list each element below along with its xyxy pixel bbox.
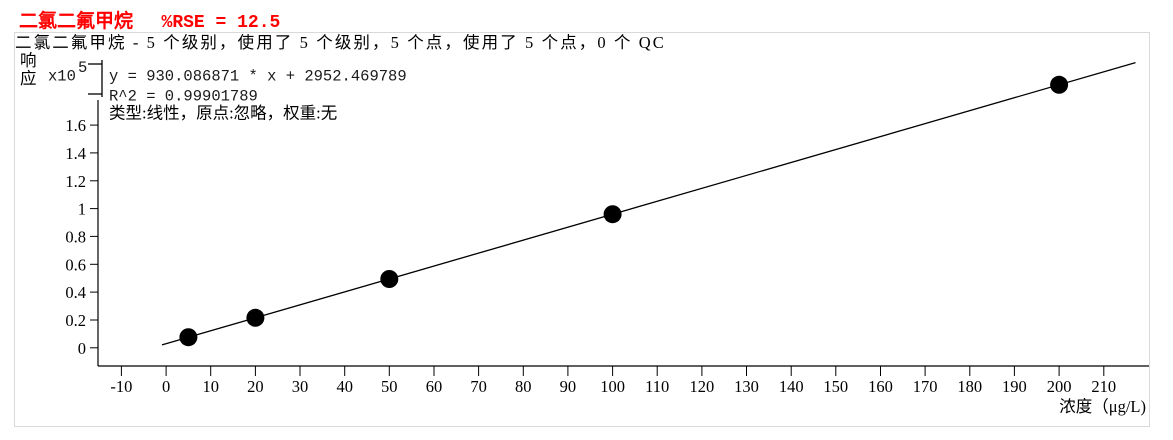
svg-text:x10: x10	[48, 68, 76, 86]
svg-text:70: 70	[470, 377, 487, 396]
svg-text:1.2: 1.2	[65, 172, 86, 191]
svg-text:类型:线性，原点:忽略，权重:无: 类型:线性，原点:忽略，权重:无	[109, 104, 337, 123]
svg-text:90: 90	[560, 377, 577, 396]
svg-text:浓度（μg/L): 浓度（μg/L)	[1059, 397, 1146, 416]
svg-text:210: 210	[1091, 377, 1116, 396]
svg-text:170: 170	[913, 377, 938, 396]
svg-text:1.4: 1.4	[65, 144, 86, 163]
svg-text:80: 80	[515, 377, 532, 396]
svg-text:0: 0	[162, 377, 170, 396]
svg-text:60: 60	[426, 377, 443, 396]
svg-text:0: 0	[78, 339, 86, 358]
svg-text:140: 140	[779, 377, 804, 396]
svg-text:100: 100	[600, 377, 625, 396]
svg-text:110: 110	[645, 377, 669, 396]
svg-text:50: 50	[381, 377, 398, 396]
svg-text:130: 130	[734, 377, 759, 396]
svg-text:-10: -10	[110, 377, 132, 396]
svg-text:0.4: 0.4	[65, 283, 86, 302]
svg-text:180: 180	[957, 377, 982, 396]
svg-text:0.2: 0.2	[65, 311, 86, 330]
svg-text:应: 应	[20, 69, 37, 88]
svg-text:40: 40	[336, 377, 353, 396]
svg-text:二氯二氟甲烷 - 5 个级别，使用了 5 个级别，5 个点，: 二氯二氟甲烷 - 5 个级别，使用了 5 个级别，5 个点，使用了 5 个点，0…	[15, 33, 666, 52]
svg-text:200: 200	[1047, 377, 1072, 396]
svg-text:120: 120	[690, 377, 715, 396]
svg-text:190: 190	[1002, 377, 1027, 396]
svg-text:160: 160	[868, 377, 893, 396]
svg-text:10: 10	[202, 377, 219, 396]
svg-text:y = 930.086871 * x + 2952.469: y = 930.086871 * x + 2952.469789	[109, 68, 407, 86]
svg-text:1.6: 1.6	[65, 116, 86, 135]
svg-text:30: 30	[292, 377, 309, 396]
svg-text:0.8: 0.8	[65, 227, 86, 246]
svg-text:响: 响	[20, 51, 37, 70]
svg-text:1: 1	[78, 200, 86, 219]
svg-text:20: 20	[247, 377, 264, 396]
svg-text:0.6: 0.6	[65, 255, 86, 274]
svg-text:150: 150	[823, 377, 848, 396]
svg-text:5: 5	[78, 59, 87, 77]
